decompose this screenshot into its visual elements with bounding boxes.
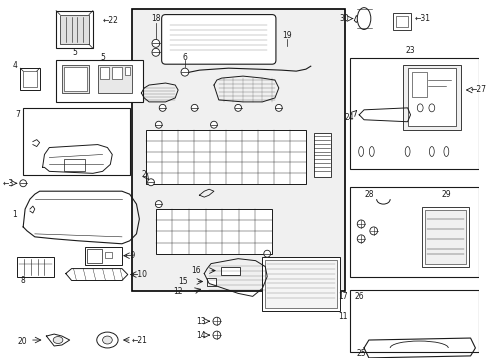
Text: ←10: ←10 — [131, 270, 147, 279]
Ellipse shape — [358, 147, 363, 157]
Bar — [87, 249, 102, 263]
Text: 19: 19 — [281, 31, 291, 40]
Ellipse shape — [368, 147, 373, 157]
Bar — [392, 13, 410, 31]
Bar — [421, 207, 468, 267]
Bar — [220, 267, 240, 275]
Text: 12: 12 — [173, 287, 183, 296]
Circle shape — [264, 250, 270, 257]
Text: 23: 23 — [405, 46, 414, 55]
Text: 2: 2 — [141, 170, 146, 179]
Circle shape — [210, 121, 217, 128]
Text: ←9: ←9 — [124, 251, 136, 260]
Bar — [146, 130, 305, 184]
Bar — [18, 257, 54, 276]
Circle shape — [357, 220, 364, 228]
Text: 4: 4 — [13, 61, 18, 70]
Bar — [100, 67, 109, 79]
Circle shape — [234, 104, 241, 111]
Bar — [124, 67, 129, 75]
Circle shape — [213, 331, 220, 339]
Bar — [23, 108, 129, 175]
Text: 7: 7 — [15, 110, 20, 119]
Bar — [60, 15, 89, 44]
Circle shape — [20, 180, 26, 187]
Text: 28: 28 — [364, 190, 373, 199]
Circle shape — [159, 104, 165, 111]
Text: 30: 30 — [339, 14, 349, 23]
Text: 5: 5 — [100, 53, 105, 62]
Ellipse shape — [405, 147, 409, 157]
Bar — [262, 257, 339, 311]
Ellipse shape — [416, 104, 422, 112]
Text: ←22: ←22 — [102, 16, 118, 25]
Circle shape — [181, 68, 188, 76]
Ellipse shape — [428, 147, 433, 157]
FancyBboxPatch shape — [162, 15, 275, 64]
Bar — [156, 209, 271, 254]
Bar — [98, 65, 131, 93]
Text: 5: 5 — [72, 48, 77, 57]
Bar — [313, 132, 330, 177]
Ellipse shape — [357, 8, 370, 30]
Text: 11: 11 — [337, 312, 347, 321]
Bar — [349, 58, 478, 169]
Ellipse shape — [97, 332, 118, 348]
Text: 20: 20 — [18, 337, 27, 346]
Text: ←21: ←21 — [131, 336, 147, 345]
Text: 24: 24 — [344, 113, 354, 122]
Text: 8: 8 — [21, 276, 25, 285]
Text: 6: 6 — [182, 53, 187, 62]
Text: 14: 14 — [196, 330, 206, 339]
Ellipse shape — [443, 147, 448, 157]
Bar — [56, 60, 143, 102]
Circle shape — [213, 317, 220, 325]
Ellipse shape — [102, 336, 112, 344]
Text: ←31: ←31 — [413, 14, 429, 23]
Circle shape — [147, 179, 154, 186]
Bar — [349, 187, 478, 276]
Bar — [411, 72, 426, 97]
Text: 1: 1 — [13, 210, 18, 219]
Text: 26: 26 — [354, 292, 363, 301]
Text: 25: 25 — [356, 350, 365, 359]
Text: 18: 18 — [151, 14, 160, 23]
Bar — [23, 71, 37, 87]
Bar — [62, 65, 89, 93]
Bar — [264, 260, 336, 308]
Circle shape — [369, 227, 377, 235]
Circle shape — [357, 235, 364, 243]
Bar — [407, 68, 455, 126]
Ellipse shape — [53, 337, 63, 343]
Circle shape — [275, 104, 282, 111]
Text: 16: 16 — [190, 266, 200, 275]
Bar — [56, 10, 93, 48]
Circle shape — [191, 104, 198, 111]
Circle shape — [152, 39, 160, 47]
Text: ←27: ←27 — [469, 85, 486, 94]
Bar — [112, 67, 122, 79]
Text: 13: 13 — [196, 317, 206, 326]
Text: 29: 29 — [441, 190, 450, 199]
Text: 15: 15 — [178, 277, 187, 286]
Circle shape — [155, 201, 162, 208]
Bar — [64, 159, 85, 171]
Bar — [131, 9, 344, 291]
Ellipse shape — [428, 104, 434, 112]
Bar — [207, 278, 215, 287]
Bar — [395, 15, 407, 27]
Bar — [424, 210, 465, 264]
Bar — [85, 247, 122, 265]
Bar — [64, 67, 87, 91]
Circle shape — [155, 121, 162, 128]
Text: ←3: ←3 — [2, 179, 14, 188]
Text: 17: 17 — [337, 292, 347, 301]
Bar — [349, 291, 478, 352]
Bar — [104, 252, 112, 258]
Bar — [402, 65, 460, 130]
Circle shape — [152, 48, 160, 56]
Bar — [20, 68, 40, 90]
